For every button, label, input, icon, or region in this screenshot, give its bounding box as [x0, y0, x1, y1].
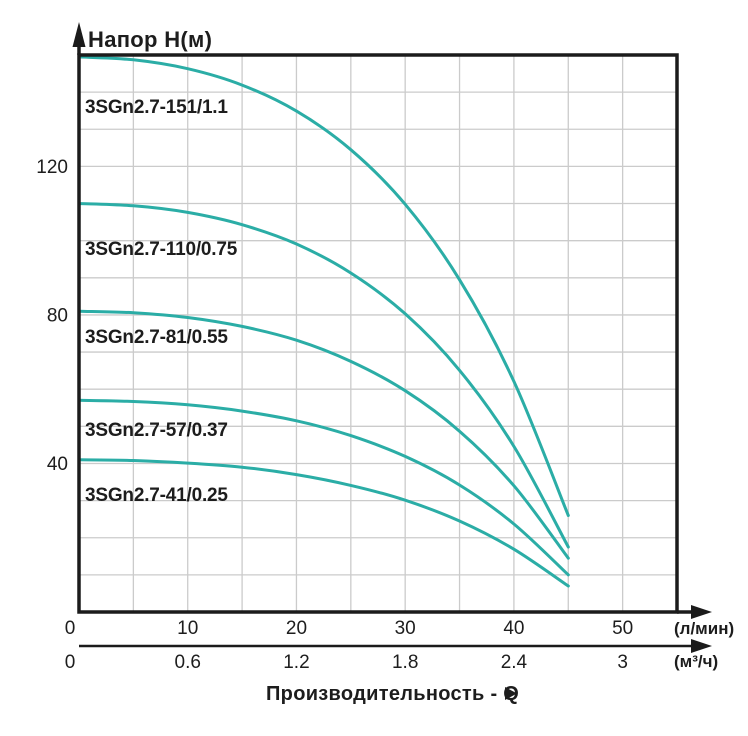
x-axis-m3h-arrow-icon — [691, 639, 712, 653]
y-tick-label: 80 — [47, 305, 68, 326]
x-tick-label-lmin: 0 — [65, 618, 76, 639]
x-tick-label-m3h: 0.6 — [175, 652, 201, 673]
grid — [79, 55, 677, 612]
curve-label: 3SGn2.7-110/0.75 — [85, 239, 238, 260]
x-tick-label-m3h: 1.8 — [392, 652, 418, 673]
x-tick-label-lmin: 50 — [612, 618, 633, 639]
y-tick-label: 120 — [36, 157, 68, 178]
y-axis-title: Напор H(м) — [88, 27, 212, 52]
pump-curve — [77, 202, 570, 549]
x-tick-label-m3h: 0 — [65, 652, 76, 673]
pump-curve — [77, 55, 570, 517]
pump-curves — [77, 55, 570, 588]
x-axis-unit-m3h: (м³/ч) — [674, 652, 718, 671]
plot-frame — [77, 53, 679, 614]
curve-label: 3SGn2.7-41/0.25 — [85, 485, 228, 506]
pump-curve — [77, 309, 570, 560]
x-axis-unit-lmin: (л/мин) — [674, 619, 734, 638]
x-axis-title: Производительность - Q — [266, 683, 519, 705]
pump-curve — [77, 398, 570, 577]
x-tick-label-m3h: 2.4 — [501, 652, 528, 673]
curve-label: 3SGn2.7-151/1.1 — [85, 97, 228, 118]
x-axis-title-arrow-icon — [505, 687, 517, 700]
x-tick-label-m3h: 3 — [617, 652, 628, 673]
pump-curve — [77, 458, 570, 588]
y-axis-arrow-icon — [72, 22, 86, 47]
curve-label: 3SGn2.7-57/0.37 — [85, 420, 228, 441]
y-tick-label: 40 — [47, 454, 68, 475]
x-axis-lmin-arrow-icon — [691, 605, 712, 619]
x-tick-label-lmin: 30 — [395, 618, 416, 639]
x-tick-label-lmin: 40 — [503, 618, 524, 639]
curve-label: 3SGn2.7-81/0.55 — [85, 327, 228, 348]
x-tick-label-lmin: 10 — [177, 618, 198, 639]
x-tick-label-m3h: 1.2 — [283, 652, 309, 673]
x-tick-label-lmin: 20 — [286, 618, 307, 639]
